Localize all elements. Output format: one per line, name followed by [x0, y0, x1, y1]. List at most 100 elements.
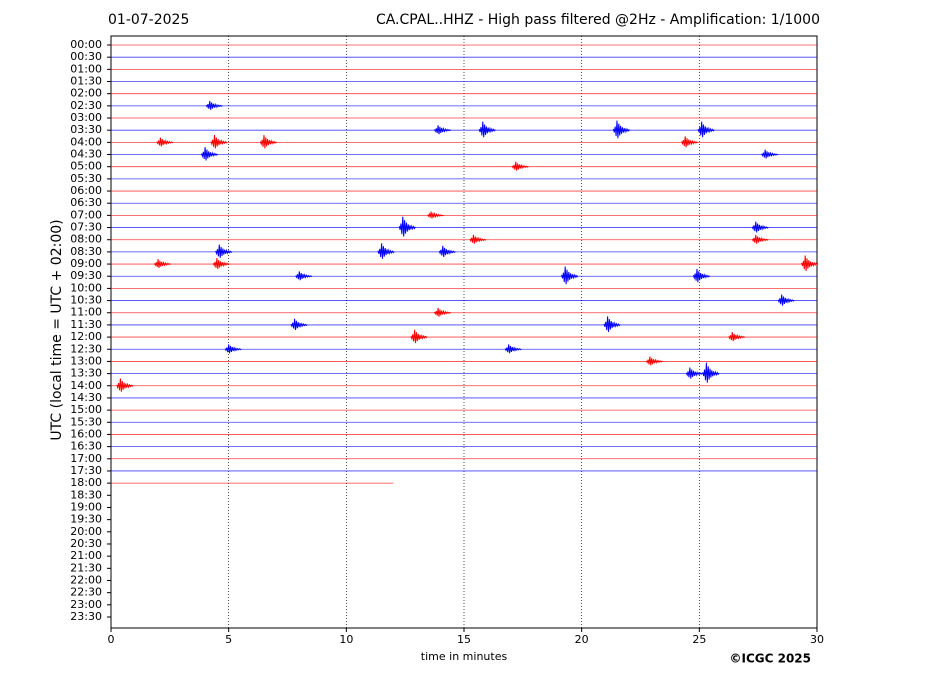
event	[751, 234, 769, 244]
y-tick-label: 16:30	[70, 440, 102, 453]
y-tick-label: 04:00	[70, 135, 102, 148]
event	[801, 255, 819, 272]
event	[205, 100, 223, 110]
y-tick-label: 09:00	[70, 257, 102, 270]
event	[290, 318, 308, 330]
y-tick-label: 17:30	[70, 464, 102, 477]
y-tick-label: 00:30	[70, 50, 102, 63]
event	[777, 294, 795, 306]
y-tick-label: 03:00	[70, 111, 102, 124]
event	[504, 344, 522, 354]
y-tick-label: 09:30	[70, 269, 102, 282]
y-tick-label: 18:00	[70, 476, 102, 489]
y-tick-label: 07:30	[70, 221, 102, 234]
event	[438, 245, 456, 257]
y-tick-label: 06:00	[70, 184, 102, 197]
y-tick-label: 21:30	[70, 561, 102, 574]
event	[645, 356, 663, 366]
event	[201, 147, 219, 161]
event	[295, 271, 313, 281]
x-tick-label: 30	[810, 633, 824, 646]
y-tick-label: 13:30	[70, 367, 102, 380]
event	[215, 244, 233, 258]
y-tick-label: 07:00	[70, 208, 102, 221]
y-tick-label: 23:00	[70, 598, 102, 611]
y-tick-label: 06:30	[70, 196, 102, 209]
y-tick-label: 22:00	[70, 573, 102, 586]
event	[612, 120, 631, 139]
y-tick-label: 16:00	[70, 427, 102, 440]
event	[156, 137, 174, 147]
y-tick-label: 01:30	[70, 75, 102, 88]
y-tick-label: 08:00	[70, 233, 102, 246]
y-tick-label: 21:00	[70, 549, 102, 562]
event	[434, 125, 452, 135]
event	[681, 136, 699, 148]
event	[398, 216, 416, 237]
y-tick-label: 15:00	[70, 403, 102, 416]
event	[259, 135, 277, 149]
event	[410, 329, 428, 344]
plot-frame	[110, 35, 818, 629]
x-axis-label: time in minutes	[421, 650, 508, 663]
event	[685, 367, 703, 379]
y-tick-label: 23:30	[70, 610, 102, 623]
chart-date: 01-07-2025	[108, 12, 189, 28]
event	[116, 378, 134, 392]
y-tick-label: 17:00	[70, 452, 102, 465]
x-tick-label: 15	[457, 633, 471, 646]
y-tick-label: 14:00	[70, 379, 102, 392]
event	[702, 362, 720, 383]
y-tick-label: 02:30	[70, 99, 102, 112]
y-tick-label: 12:00	[70, 330, 102, 343]
event	[751, 221, 769, 233]
event	[761, 149, 779, 159]
event	[212, 257, 230, 270]
y-tick-label: 11:30	[70, 318, 102, 331]
x-tick-label: 5	[225, 633, 232, 646]
y-tick-label: 10:30	[70, 294, 102, 307]
y-tick-label: 10:00	[70, 281, 102, 294]
chart-title: CA.CPAL..HHZ - High pass filtered @2Hz -…	[376, 12, 820, 28]
event	[224, 344, 242, 354]
event	[697, 121, 715, 138]
event	[210, 135, 228, 149]
event	[469, 234, 487, 244]
y-axis-label: UTC (local time = UTC + 02:00)	[49, 219, 65, 440]
y-tick-label: 20:30	[70, 537, 102, 550]
y-tick-label: 19:00	[70, 500, 102, 513]
y-tick-label: 05:00	[70, 160, 102, 173]
event	[478, 121, 496, 138]
x-tick-label: 10	[339, 633, 353, 646]
y-tick-label: 19:30	[70, 513, 102, 526]
event	[511, 161, 529, 171]
y-tick-label: 03:30	[70, 123, 102, 136]
copyright: ©ICGC 2025	[729, 652, 811, 666]
event	[154, 259, 171, 269]
event	[561, 266, 579, 285]
event	[434, 307, 452, 317]
y-tick-label: 04:30	[70, 148, 102, 161]
y-tick-label: 18:30	[70, 488, 102, 501]
y-tick-label: 22:30	[70, 586, 102, 599]
y-tick-label: 02:00	[70, 87, 102, 100]
y-tick-label: 05:30	[70, 172, 102, 185]
y-tick-label: 08:30	[70, 245, 102, 258]
event	[692, 268, 710, 283]
y-tick-label: 14:30	[70, 391, 102, 404]
y-tick-label: 20:00	[70, 525, 102, 538]
y-tick-label: 11:00	[70, 306, 102, 319]
event	[377, 243, 395, 259]
event	[728, 332, 746, 342]
y-tick-label: 12:30	[70, 342, 102, 355]
y-tick-label: 01:00	[70, 62, 102, 75]
x-tick-label: 20	[575, 633, 589, 646]
y-tick-label: 00:00	[70, 38, 102, 51]
y-tick-label: 15:30	[70, 415, 102, 428]
event	[603, 316, 621, 332]
x-tick-label: 0	[108, 633, 115, 646]
x-tick-label: 25	[692, 633, 706, 646]
event	[427, 211, 444, 219]
